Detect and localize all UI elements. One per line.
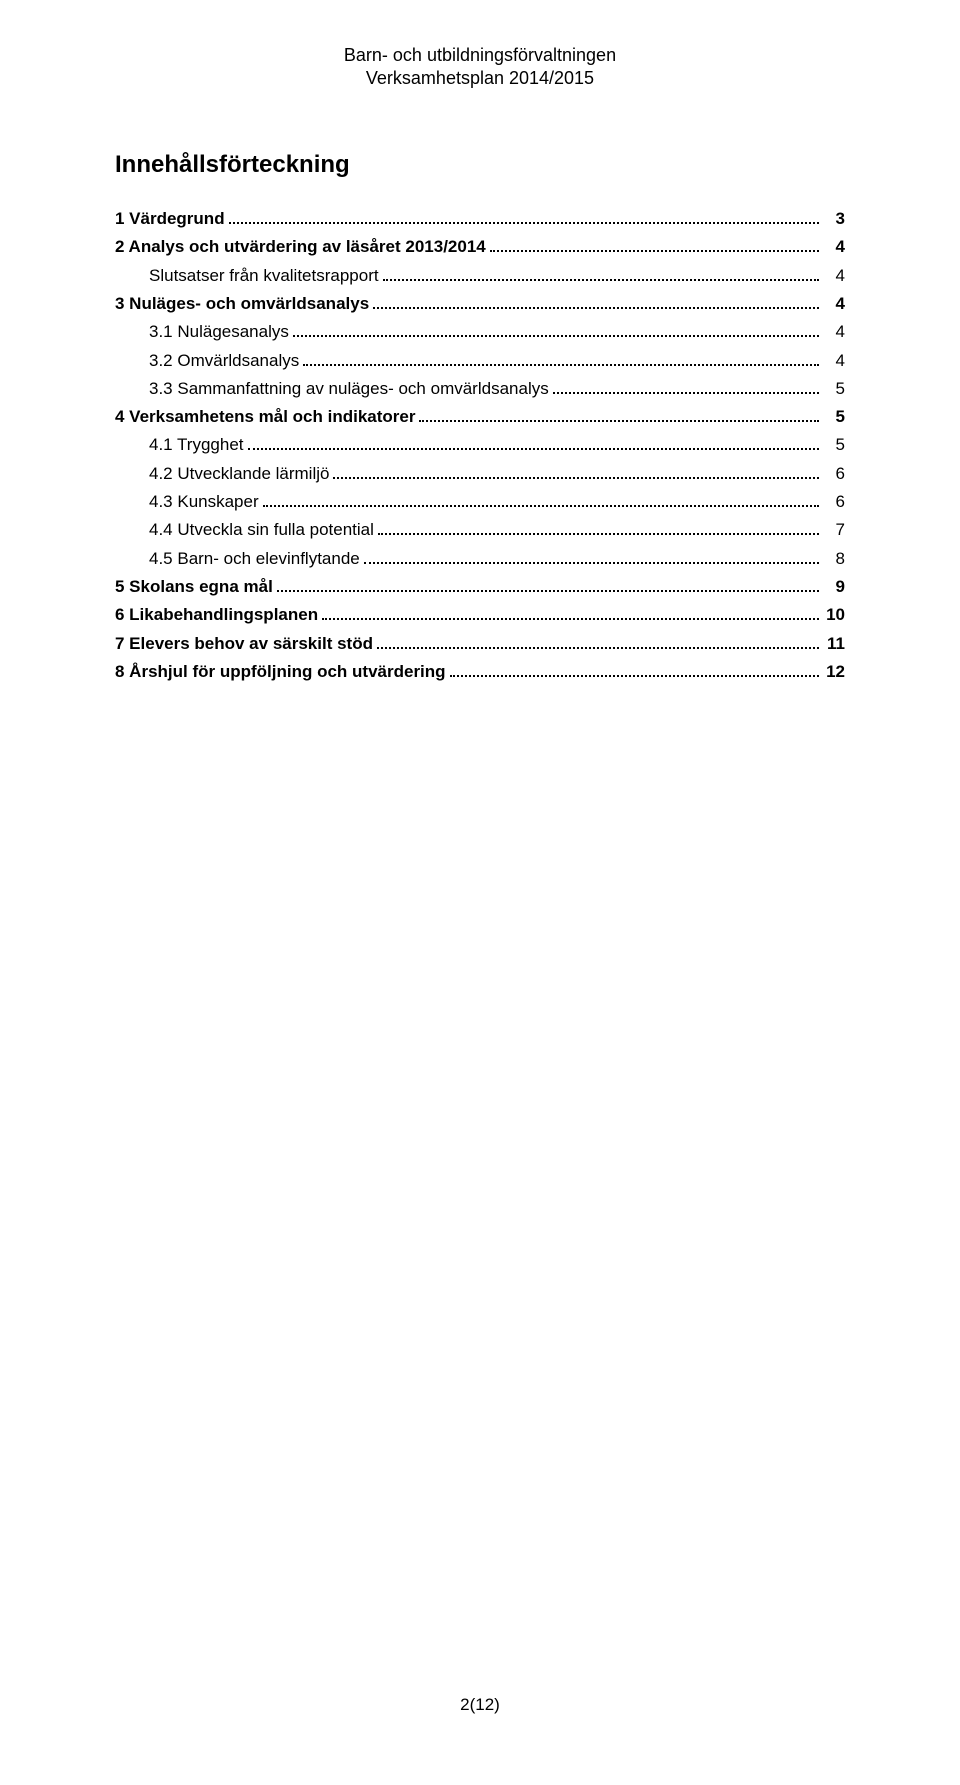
toc-row: 4.2 Utvecklande lärmiljö 6 <box>115 461 845 483</box>
toc-leader <box>322 603 819 620</box>
toc-label: 4.2 Utvecklande lärmiljö <box>149 464 329 484</box>
toc-leader <box>373 292 819 309</box>
toc-label: 4.1 Trygghet <box>149 435 244 455</box>
toc-row: 1 Värdegrund 3 <box>115 207 845 229</box>
toc-leader <box>450 660 819 677</box>
toc-label: 3.2 Omvärldsanalys <box>149 351 299 371</box>
toc-leader <box>378 518 819 535</box>
toc-row: 4.3 Kunskaper 6 <box>115 490 845 512</box>
toc-label: 4.3 Kunskaper <box>149 492 259 512</box>
toc-page: 4 <box>823 266 845 286</box>
toc-page: 6 <box>823 464 845 484</box>
toc-row: 7 Elevers behov av särskilt stöd 11 <box>115 631 845 653</box>
toc-page: 6 <box>823 492 845 512</box>
toc-page: 5 <box>823 379 845 399</box>
toc-row: 4 Verksamhetens mål och indikatorer 5 <box>115 405 845 427</box>
toc-title: Innehållsförteckning <box>115 151 845 179</box>
header-line-2: Verksamhetsplan 2014/2015 <box>115 67 845 90</box>
toc-label: 5 Skolans egna mål <box>115 577 273 597</box>
page-header: Barn- och utbildningsförvaltningen Verks… <box>115 44 845 91</box>
toc-label: 4.4 Utveckla sin fulla potential <box>149 520 374 540</box>
toc-leader <box>303 348 819 365</box>
toc-row: 4.1 Trygghet 5 <box>115 433 845 455</box>
toc-page: 7 <box>823 520 845 540</box>
toc-row: Slutsatser från kvalitetsrapport 4 <box>115 263 845 285</box>
toc-leader <box>263 490 819 507</box>
toc-label: 4 Verksamhetens mål och indikatorer <box>115 407 415 427</box>
toc-page: 8 <box>823 549 845 569</box>
toc-label: 7 Elevers behov av särskilt stöd <box>115 634 373 654</box>
toc-label: 6 Likabehandlingsplanen <box>115 605 318 625</box>
toc-label: 1 Värdegrund <box>115 209 225 229</box>
toc-row: 4.5 Barn- och elevinflytande 8 <box>115 546 845 568</box>
toc-page: 5 <box>823 435 845 455</box>
toc: 1 Värdegrund 3 2 Analys och utvärdering av… <box>115 207 845 682</box>
toc-page: 4 <box>823 322 845 342</box>
toc-page: 10 <box>823 605 845 625</box>
toc-label: Slutsatser från kvalitetsrapport <box>149 266 379 286</box>
page: Barn- och utbildningsförvaltningen Verks… <box>0 0 960 1785</box>
header-line-1: Barn- och utbildningsförvaltningen <box>115 44 845 67</box>
toc-leader <box>419 405 819 422</box>
toc-label: 2 Analys och utvärdering av läsåret 2013… <box>115 237 486 257</box>
toc-leader <box>377 631 819 648</box>
toc-row: 4.4 Utveckla sin fulla potential 7 <box>115 518 845 540</box>
toc-page: 4 <box>823 351 845 371</box>
toc-leader <box>229 207 819 224</box>
toc-page: 4 <box>823 294 845 314</box>
toc-row: 3 Nuläges- och omvärldsanalys 4 <box>115 292 845 314</box>
toc-page: 4 <box>823 237 845 257</box>
toc-leader <box>383 263 819 280</box>
toc-page: 12 <box>823 662 845 682</box>
toc-row: 6 Likabehandlingsplanen 10 <box>115 603 845 625</box>
page-number: 2(12) <box>0 1695 960 1715</box>
toc-row: 3.3 Sammanfattning av nuläges- och omvär… <box>115 377 845 399</box>
toc-page: 9 <box>823 577 845 597</box>
toc-page: 11 <box>823 634 845 654</box>
toc-label: 4.5 Barn- och elevinflytande <box>149 549 360 569</box>
toc-label: 3.1 Nulägesanalys <box>149 322 289 342</box>
toc-label: 8 Årshjul för uppföljning och utvärderin… <box>115 662 446 682</box>
toc-leader <box>248 433 819 450</box>
toc-label: 3 Nuläges- och omvärldsanalys <box>115 294 369 314</box>
toc-leader <box>277 575 819 592</box>
toc-leader <box>333 461 819 478</box>
toc-leader <box>490 235 819 252</box>
toc-row: 3.2 Omvärldsanalys 4 <box>115 348 845 370</box>
toc-leader <box>293 320 819 337</box>
toc-page: 5 <box>823 407 845 427</box>
toc-row: 2 Analys och utvärdering av läsåret 2013… <box>115 235 845 257</box>
toc-row: 3.1 Nulägesanalys 4 <box>115 320 845 342</box>
toc-leader <box>553 377 819 394</box>
toc-row: 8 Årshjul för uppföljning och utvärderin… <box>115 660 845 682</box>
toc-leader <box>364 546 819 563</box>
toc-page: 3 <box>823 209 845 229</box>
toc-row: 5 Skolans egna mål 9 <box>115 575 845 597</box>
toc-label: 3.3 Sammanfattning av nuläges- och omvär… <box>149 379 549 399</box>
